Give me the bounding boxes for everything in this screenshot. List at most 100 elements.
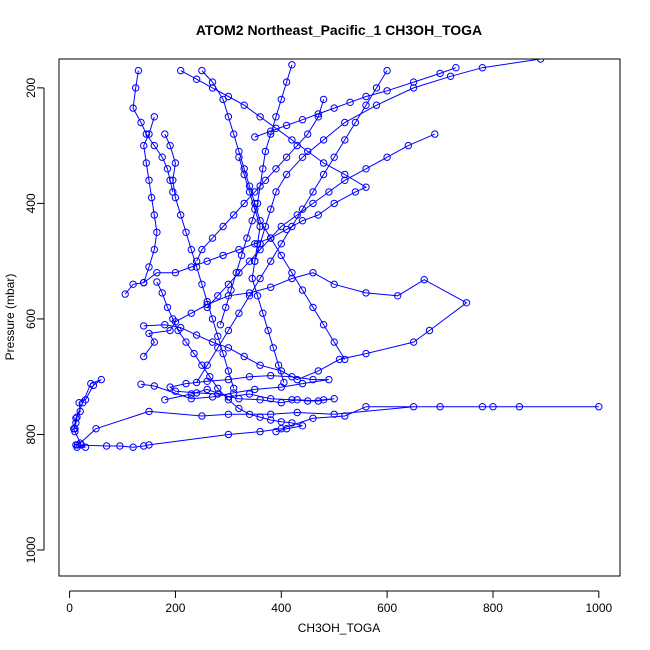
data-point <box>251 188 259 196</box>
data-point <box>161 396 169 404</box>
data-point <box>190 349 198 358</box>
data-point <box>153 278 161 286</box>
data-point <box>282 121 291 130</box>
data-point <box>214 332 222 340</box>
data-point <box>319 170 328 179</box>
data-point <box>267 127 275 135</box>
data-point <box>97 375 106 384</box>
data-point <box>208 338 217 346</box>
data-point <box>267 257 275 265</box>
data-point <box>409 338 418 346</box>
data-point <box>330 395 338 403</box>
series-5 <box>161 130 238 392</box>
data-point <box>272 188 280 196</box>
data-point <box>150 113 159 121</box>
data-point <box>298 379 307 388</box>
data-point <box>169 315 177 323</box>
data-point <box>452 64 460 72</box>
data-point <box>198 280 206 288</box>
data-point <box>208 78 217 86</box>
data-point <box>383 153 391 161</box>
data-point <box>462 299 471 307</box>
x-tick-label: 200 <box>165 601 185 615</box>
data-point <box>248 217 256 225</box>
data-point <box>383 87 391 95</box>
data-point <box>235 404 243 413</box>
data-point <box>79 399 87 407</box>
series-line <box>206 133 435 308</box>
data-point <box>264 326 272 335</box>
data-point <box>171 159 180 167</box>
data-point <box>341 176 349 185</box>
data-point <box>272 165 280 173</box>
data-point <box>166 141 174 150</box>
data-point <box>224 367 233 375</box>
data-point <box>277 399 285 407</box>
series-line <box>164 133 235 389</box>
data-point <box>203 257 211 265</box>
data-point <box>309 414 317 422</box>
data-point <box>251 133 259 141</box>
data-point <box>92 425 100 433</box>
data-point <box>304 147 312 156</box>
data-point <box>137 118 145 127</box>
data-point <box>161 130 169 138</box>
series-line <box>132 70 174 193</box>
data-point <box>362 165 370 173</box>
data-point <box>330 338 338 346</box>
data-point <box>256 396 264 404</box>
data-point <box>158 289 166 297</box>
data-point <box>203 297 211 306</box>
data-point <box>140 442 148 450</box>
data-point <box>436 69 444 78</box>
data-point <box>219 251 227 260</box>
data-point <box>288 396 296 404</box>
data-point <box>230 389 238 397</box>
series-line <box>140 375 335 404</box>
y-tick-label: 1000 <box>24 536 38 563</box>
data-point <box>121 290 129 298</box>
data-point <box>177 66 185 75</box>
data-point <box>129 104 137 112</box>
data-point <box>245 390 254 398</box>
series-1 <box>137 371 338 407</box>
data-point <box>235 395 243 403</box>
data-point <box>298 217 307 225</box>
data-point <box>330 104 338 112</box>
data-point <box>536 59 545 63</box>
data-point <box>203 385 211 394</box>
data-point <box>253 199 262 208</box>
data-point <box>174 326 182 335</box>
data-point <box>245 373 254 381</box>
data-point <box>251 257 259 265</box>
data-point <box>261 176 270 185</box>
x-tick-label: 0 <box>66 601 73 615</box>
data-point <box>187 263 196 271</box>
plot-area <box>70 59 603 451</box>
series-line <box>196 99 325 262</box>
data-point <box>72 414 80 422</box>
data-point <box>274 361 283 369</box>
x-axis-label: CH3OH_TOGA <box>298 621 380 635</box>
data-point <box>166 326 174 335</box>
data-point <box>187 245 196 254</box>
data-point <box>267 371 275 380</box>
data-point <box>166 383 174 391</box>
data-point <box>325 375 333 384</box>
data-point <box>240 352 248 361</box>
data-point <box>145 263 153 271</box>
data-point <box>383 66 391 75</box>
data-point <box>150 211 159 219</box>
data-point <box>319 321 328 329</box>
data-point <box>256 113 264 121</box>
data-point <box>245 257 254 265</box>
y-tick-label: 200 <box>24 78 38 98</box>
y-tick-label: 400 <box>24 193 38 213</box>
data-point <box>145 441 153 449</box>
data-point <box>230 211 238 219</box>
data-point <box>235 269 243 277</box>
data-point <box>198 361 206 369</box>
data-point <box>77 441 85 449</box>
data-point <box>240 199 248 208</box>
